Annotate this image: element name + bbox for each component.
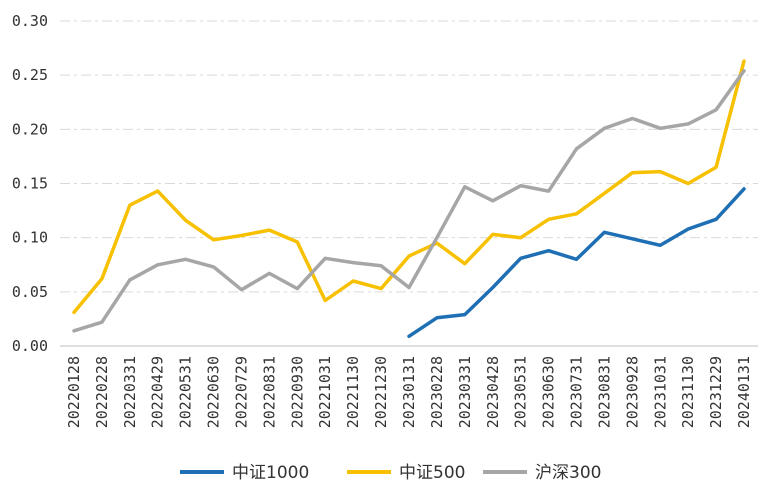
x-tick-label: 20231130: [679, 356, 697, 428]
legend-label: 中证1000: [232, 463, 309, 483]
legend-item-0: 中证1000: [180, 463, 309, 483]
x-tick-label: 20220331: [121, 356, 139, 428]
x-tick-label: 20230228: [428, 356, 446, 428]
legend-item-1: 中证500: [347, 463, 465, 483]
x-tick-label: 20230531: [512, 356, 530, 428]
y-tick-label: 0.10: [12, 229, 48, 247]
series-line-2: [72, 69, 746, 333]
x-tick-label: 20220531: [177, 356, 195, 428]
x-tick-label: 20230831: [595, 356, 613, 428]
y-tick-label: 0.25: [12, 66, 48, 84]
x-tick-label: 20230131: [400, 356, 418, 428]
x-tick-label: 20220930: [288, 356, 306, 428]
legend-label: 中证500: [399, 463, 465, 483]
y-tick-label: 0.00: [12, 337, 48, 355]
legend: 中证1000 中证500 沪深300: [180, 463, 601, 483]
y-tick-label: 0.20: [12, 120, 48, 138]
x-tick-label: 20231229: [707, 356, 725, 428]
x-tick-label: 20221031: [316, 356, 334, 428]
x-axis: 20220128 20220228 20220331 20220429 20220531…: [60, 345, 758, 428]
x-tick-label: 20231031: [651, 356, 669, 428]
x-tick-label: 20220831: [260, 356, 278, 428]
x-tick-label: 20220228: [93, 356, 111, 428]
y-axis: 0.00 0.05 0.10 0.15 0.20 0.25 0.30: [12, 12, 48, 355]
grid-lines: [60, 20, 758, 293]
x-tick-label: 20221130: [344, 356, 362, 428]
x-tick-label: 20230731: [568, 356, 586, 428]
series-line-0: [407, 187, 746, 339]
x-tick-label: 20230428: [484, 356, 502, 428]
y-tick-label: 0.15: [12, 175, 48, 193]
x-tick-label: 20230630: [540, 356, 558, 428]
x-tick-label: 20220630: [205, 356, 223, 428]
series-line-1: [72, 59, 746, 315]
legend-item-2: 沪深300: [483, 463, 601, 483]
x-tick-label: 20220128: [65, 356, 83, 428]
x-tick-label: 20230928: [623, 356, 641, 428]
legend-label: 沪深300: [535, 463, 601, 483]
x-tick-label: 20220729: [232, 356, 250, 428]
series-lines: [72, 59, 746, 339]
x-tick-label: 20240131: [735, 356, 753, 428]
x-tick-label: 20220429: [149, 356, 167, 428]
x-tick-label: 20221230: [372, 356, 390, 428]
y-tick-label: 0.05: [12, 283, 48, 301]
x-tick-label: 20230331: [456, 356, 474, 428]
y-tick-label: 0.30: [12, 12, 48, 30]
